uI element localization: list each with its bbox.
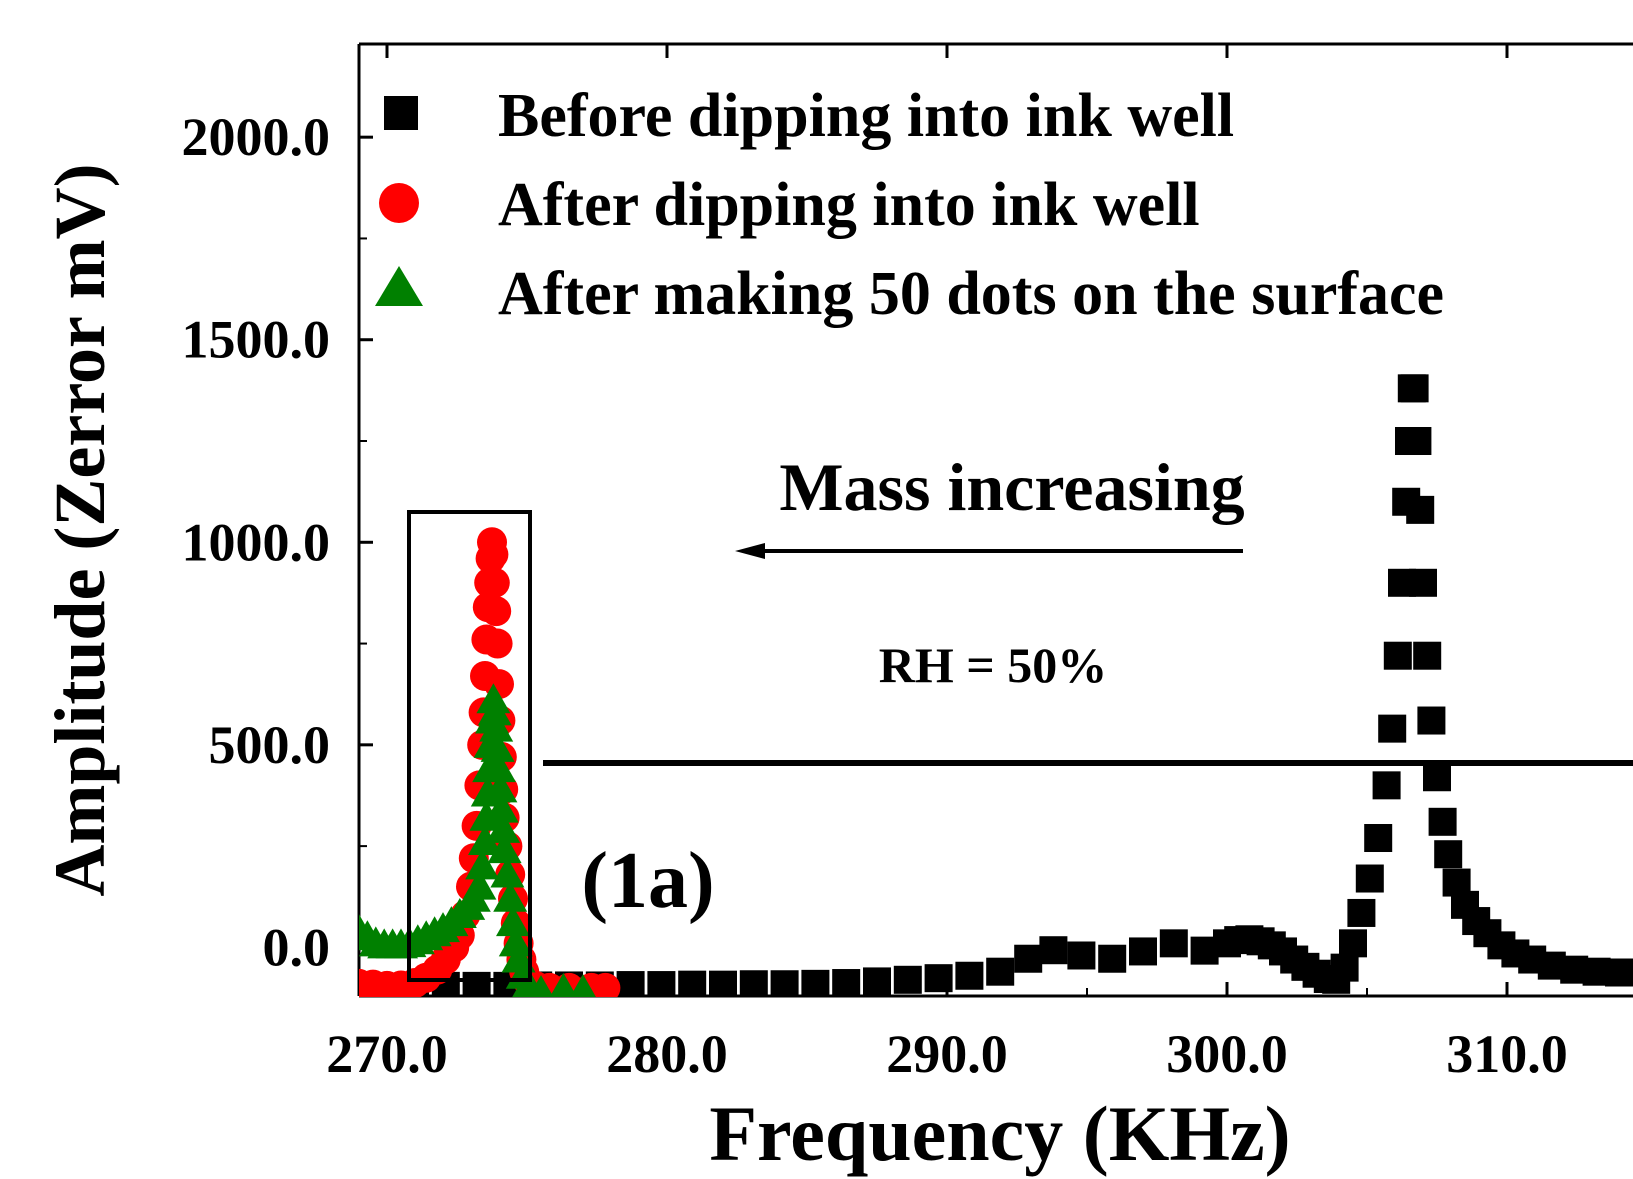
data-point [1355,864,1384,893]
data-point [1434,840,1463,869]
legend-label-after-dots: After making 50 dots on the surface [498,260,1444,328]
data-point [482,628,513,659]
data-point [647,971,676,997]
series-2 [359,683,596,997]
data-point [462,971,491,997]
series-layer [359,374,1633,997]
data-point [462,869,497,900]
x-tick-label-2: 290.0 [886,1024,1008,1084]
data-point [465,849,500,880]
data-point [1406,495,1435,524]
data-point [480,731,515,762]
x-tick-label-1: 280.0 [606,1024,728,1084]
data-point [482,752,516,783]
data-point [549,972,578,997]
data-point [1409,568,1437,597]
data-point [924,964,953,993]
data-point [1403,427,1432,456]
data-point [678,970,707,997]
data-point [1372,771,1401,800]
data-point [1428,807,1457,836]
data-point [478,539,509,570]
data-point [986,957,1015,986]
legend-item-after-dipping: After dipping into ink well [379,171,1200,239]
data-point [770,970,799,997]
data-point [496,906,530,937]
annotation-rh: RH = 50% [879,637,1108,693]
data-point [1014,944,1043,973]
data-point [1039,936,1068,965]
legend: Before dipping into ink well After dippi… [375,82,1444,328]
data-point [616,971,645,997]
data-point [863,967,891,996]
legend-triangle-marker [375,266,423,306]
data-point [1129,937,1157,966]
legend-square-marker [384,96,418,130]
data-point [1417,706,1446,735]
data-point [484,792,519,823]
axis-ticks: 270.0 280.0 290.0 300.0 310.0 0.0 500.0 1000.0 1… [182,44,1568,1084]
mass-arrow-head [735,543,765,559]
series-0 [401,374,1633,997]
y-tick-label-3: 1500.0 [182,310,331,370]
data-point [1423,763,1451,792]
data-point [479,567,510,598]
y-tick-label-2: 1000.0 [182,512,331,572]
y-tick-label-0: 0.0 [263,917,331,977]
mass-arrow [735,543,1243,559]
data-point [486,812,521,843]
data-point [1330,953,1359,982]
data-point [1098,944,1127,973]
data-point [739,970,768,997]
data-point [1067,941,1096,970]
data-point [832,969,861,997]
data-point [1605,958,1633,987]
data-point [1383,641,1412,670]
data-point [955,961,984,990]
legend-label-after-dipping: After dipping into ink well [498,171,1200,239]
data-point [493,881,528,912]
data-point [590,972,621,997]
y-tick-label-4: 2000.0 [182,107,331,167]
legend-item-before: Before dipping into ink well [384,82,1234,150]
legend-circle-marker [379,183,419,223]
data-point [479,711,514,742]
data-point [498,926,533,957]
data-point [528,974,554,997]
data-point [468,825,502,856]
x-tick-label-3: 300.0 [1166,1024,1288,1084]
data-point [801,969,830,997]
data-point [709,970,737,997]
x-tick-label-4: 310.0 [1446,1024,1568,1084]
y-axis-title: Amplitude (Zerror mV) [40,163,120,896]
data-point [1347,898,1376,927]
data-point [1400,374,1429,403]
data-point [490,857,525,888]
legend-item-after-dots: After making 50 dots on the surface [375,260,1444,328]
data-point [1364,824,1393,853]
legend-label-before: Before dipping into ink well [498,82,1234,150]
data-point [501,942,536,973]
data-point [893,965,922,994]
data-point [487,833,522,864]
data-point [469,800,504,831]
y-tick-label-1: 500.0 [209,715,331,775]
data-point [483,772,518,803]
data-point [1159,929,1188,958]
data-point [477,695,512,726]
x-tick-label-0: 270.0 [326,1024,448,1084]
data-point [1378,714,1407,743]
data-point [570,974,596,997]
x-axis-title: Frequency (KHz) [709,1090,1290,1177]
annotation-mass-increasing: Mass increasing [779,449,1244,525]
data-point [1413,641,1442,670]
data-point [481,596,512,627]
data-point [1339,929,1367,958]
panel-label: (1a) [581,837,714,925]
highlight-box [407,510,532,982]
